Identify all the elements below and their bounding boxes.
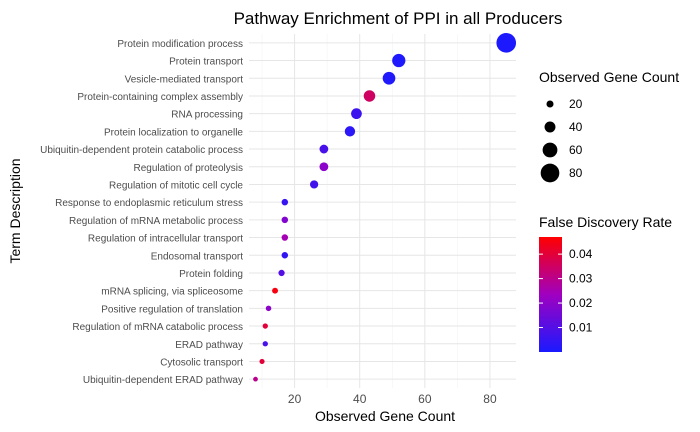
color-legend-label: 0.04: [569, 247, 593, 261]
chart-title: Pathway Enrichment of PPI in all Produce…: [234, 9, 563, 28]
size-legend-key: [544, 121, 556, 133]
color-legend-label: 0.03: [569, 272, 593, 286]
size-legend-key: [542, 142, 558, 158]
data-point: [272, 287, 278, 294]
size-legend-key: [546, 100, 554, 108]
data-point: [344, 126, 356, 137]
data-point: [310, 180, 319, 189]
data-point: [281, 234, 289, 241]
y-tick-label: Cytosolic transport: [160, 357, 243, 368]
x-tick-label: 20: [288, 392, 302, 406]
data-point: [382, 71, 396, 85]
size-legend-title: Observed Gene Count: [539, 69, 679, 85]
size-legend-label: 80: [569, 166, 583, 180]
color-legend-title: False Discovery Rate: [539, 214, 672, 230]
plot-panel: [249, 34, 516, 388]
y-tick-label: Protein transport: [169, 57, 243, 68]
y-tick-label: Regulation of proteolysis: [133, 163, 243, 174]
y-tick-label: Response to endoplasmic reticulum stress: [55, 198, 243, 209]
size-legend-key: [540, 163, 560, 183]
data-point: [392, 53, 406, 68]
y-tick-label: Regulation of mRNA metabolic process: [69, 216, 243, 227]
data-point: [278, 269, 285, 277]
y-tick-label: Positive regulation of translation: [101, 304, 243, 315]
data-point: [262, 341, 268, 347]
data-point: [351, 108, 362, 120]
data-point: [319, 162, 329, 172]
size-legend: Observed Gene Count 20 40 60 80: [539, 69, 679, 183]
color-legend-label: 0.02: [569, 296, 593, 310]
y-tick-label: Regulation of intracellular transport: [88, 234, 243, 245]
y-tick-label: Regulation of mitotic cell cycle: [109, 180, 243, 191]
data-point: [281, 216, 289, 224]
y-tick-label: Ubiquitin-dependent protein catabolic pr…: [40, 145, 243, 156]
data-point: [319, 144, 329, 154]
y-tick-labels: Protein modification process Protein tran…: [40, 39, 243, 386]
data-point: [259, 358, 265, 365]
data-point: [281, 198, 289, 206]
grid: [249, 34, 516, 388]
y-tick-label: Protein folding: [179, 269, 243, 280]
y-tick-label: Endosomal transport: [151, 251, 243, 262]
data-point: [496, 33, 517, 53]
x-tick-labels: 20 40 60 80: [288, 392, 497, 406]
y-tick-label: Ubiquitin-dependent ERAD pathway: [83, 375, 243, 386]
color-legend-label: 0.01: [569, 321, 593, 335]
y-axis-label: Term Description: [7, 158, 23, 263]
size-legend-label: 40: [569, 120, 583, 134]
y-tick-label: Protein-containing complex assembly: [77, 92, 243, 103]
y-tick-label: Regulation of mRNA catabolic process: [72, 322, 243, 333]
data-point: [262, 323, 268, 329]
x-tick-label: 40: [353, 392, 367, 406]
y-tick-label: ERAD pathway: [175, 340, 243, 351]
y-tick-label: Protein localization to organelle: [104, 127, 243, 138]
size-legend-label: 20: [569, 97, 583, 111]
y-tick-label: Protein modification process: [117, 39, 243, 50]
data-point: [253, 376, 258, 382]
x-tick-label: 80: [483, 392, 497, 406]
y-tick-label: RNA processing: [171, 110, 243, 121]
data-point: [281, 252, 289, 259]
y-tick-label: mRNA splicing, via spliceosome: [101, 287, 243, 298]
color-bar: [539, 237, 562, 352]
size-legend-label: 60: [569, 143, 583, 157]
x-tick-label: 60: [418, 392, 432, 406]
data-points: [253, 33, 517, 382]
color-legend: False Discovery Rate 0.01 0.02 0.03 0.04: [539, 214, 672, 352]
data-point: [363, 90, 376, 102]
y-tick-label: Vesicle-mediated transport: [125, 74, 244, 85]
x-axis-label: Observed Gene Count: [315, 408, 455, 424]
data-point: [265, 305, 272, 312]
